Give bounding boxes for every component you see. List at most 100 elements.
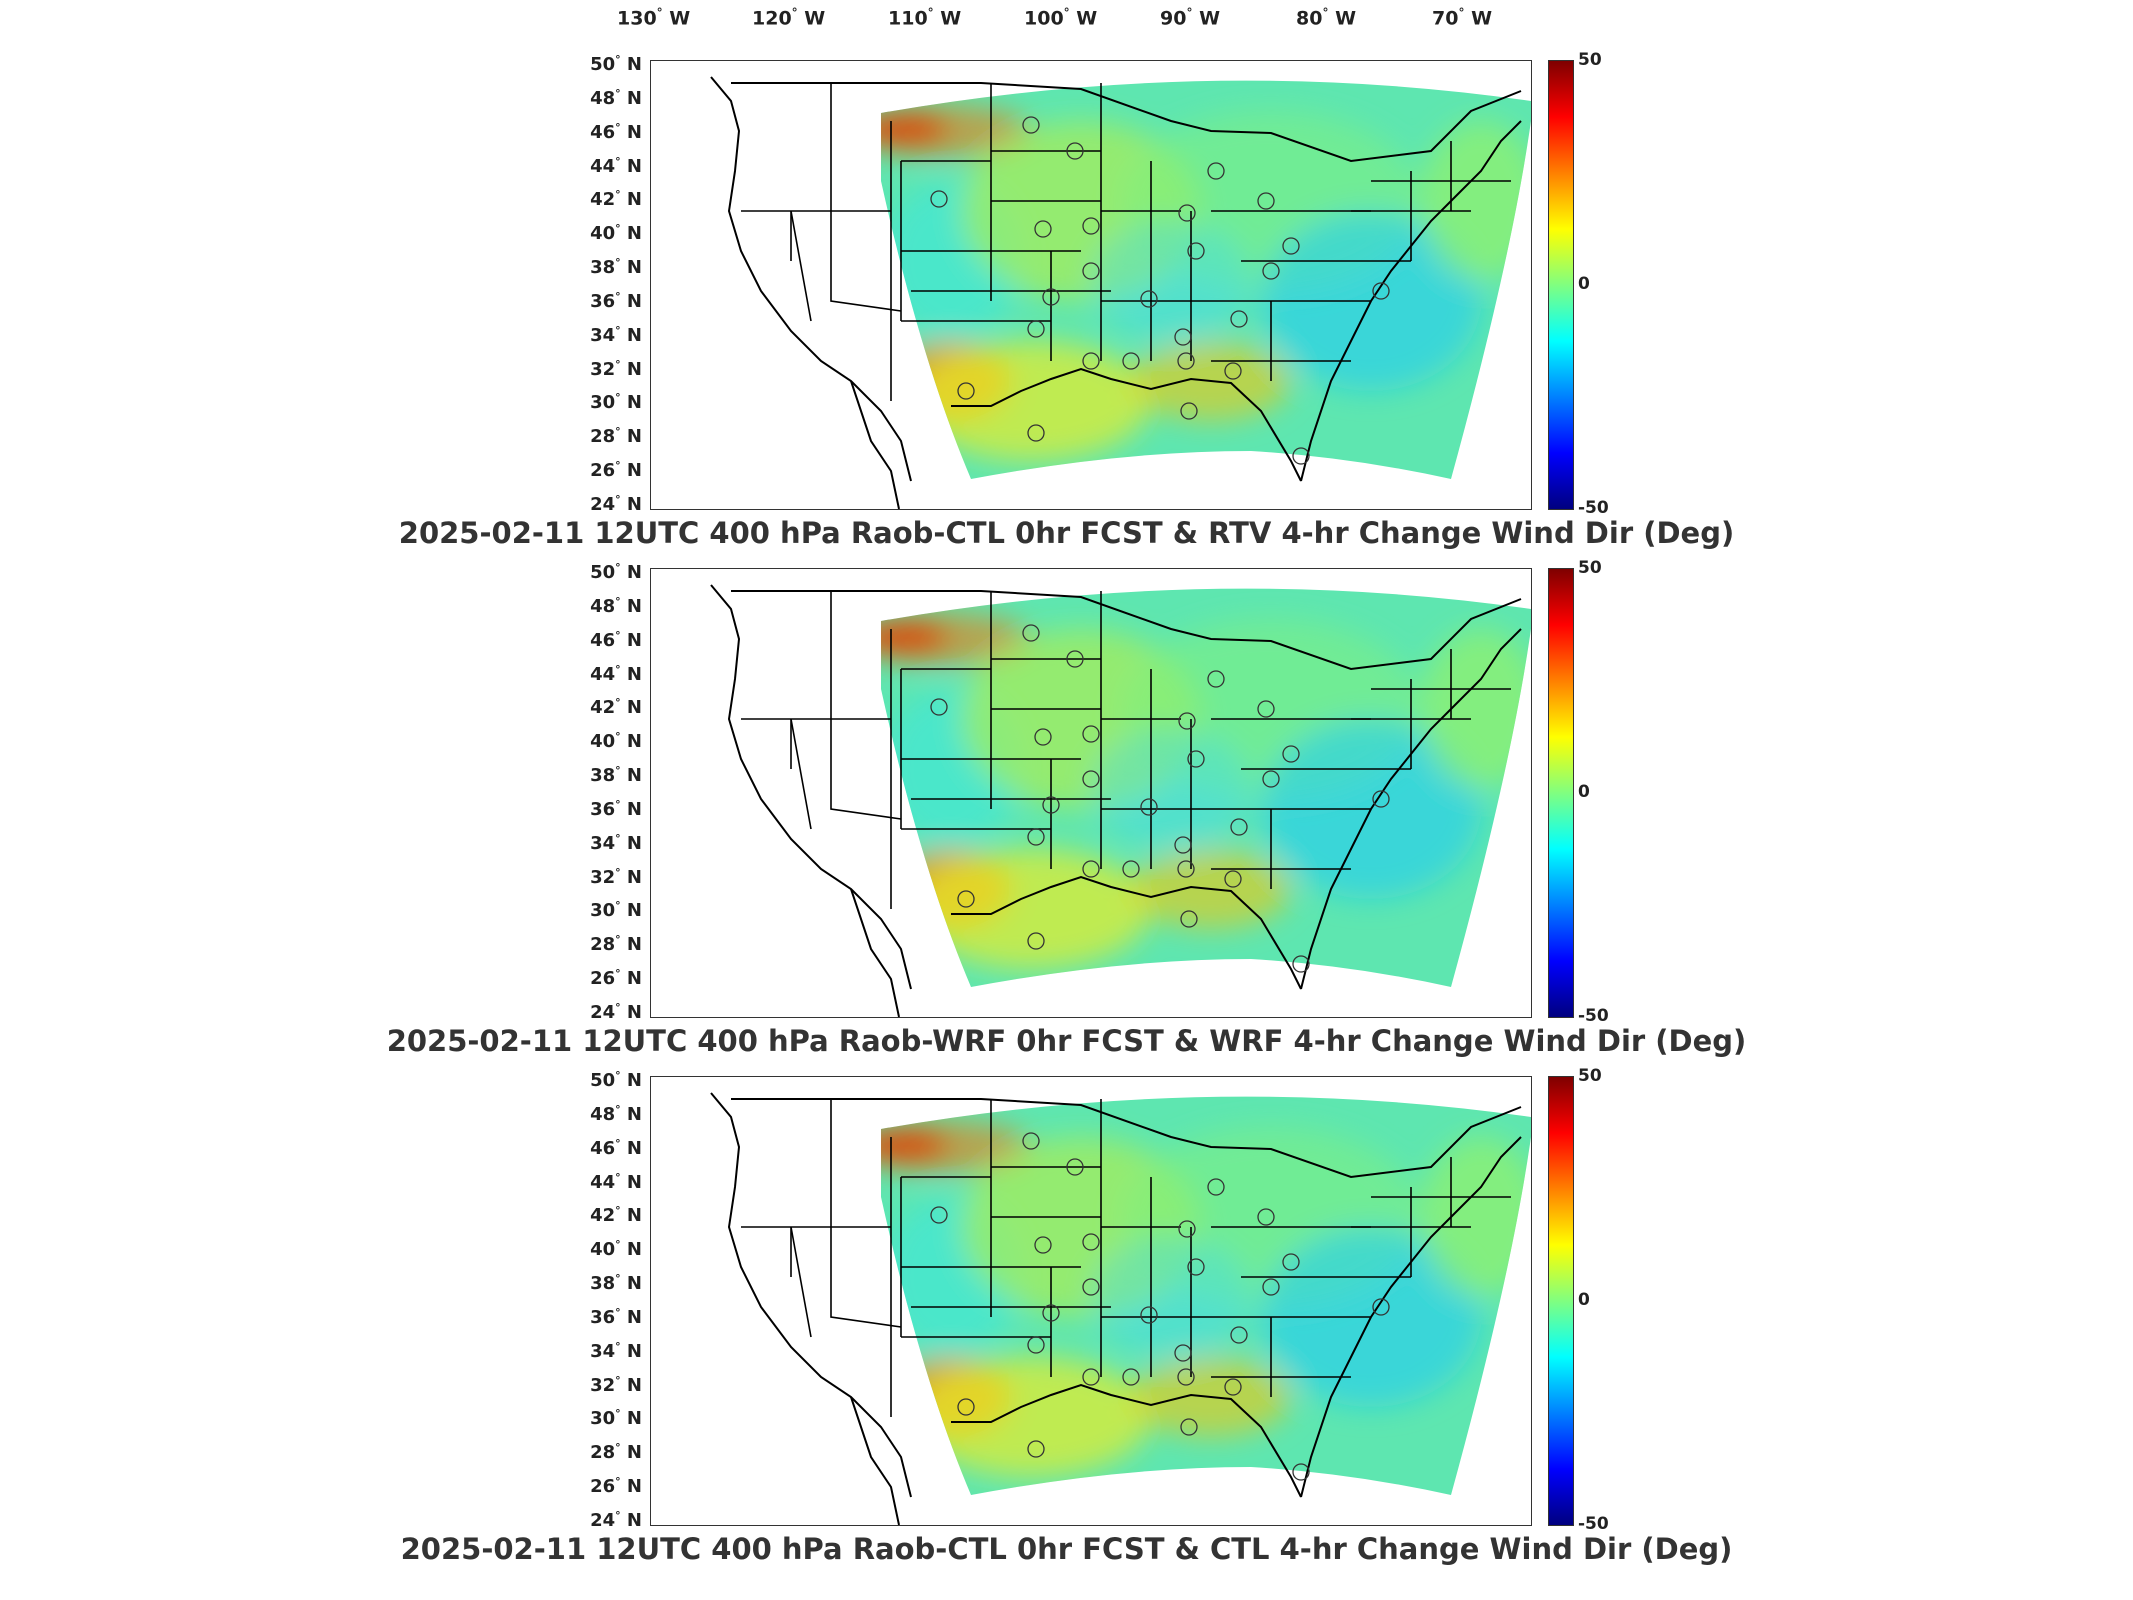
state-border xyxy=(830,719,902,820)
raob-station-marker xyxy=(1207,670,1225,688)
latitude-label-38n: 38° N xyxy=(590,1272,642,1295)
latitude-label-44n: 44° N xyxy=(590,154,642,177)
raob-station-marker xyxy=(1034,728,1052,746)
raob-station-marker xyxy=(1180,910,1198,928)
latitude-label-30n: 30° N xyxy=(590,899,642,922)
raob-station-marker xyxy=(1257,1208,1275,1226)
coastline xyxy=(710,584,912,990)
state-border xyxy=(830,211,902,312)
longitude-label-80w: 80° W xyxy=(1296,6,1357,30)
coastline xyxy=(850,888,900,1017)
field-anomaly xyxy=(881,613,1031,665)
colorbar-min-label: -50 xyxy=(1578,1006,1609,1026)
raob-station-marker xyxy=(1230,818,1248,836)
raob-station-marker xyxy=(1140,290,1158,308)
raob-station-marker xyxy=(1207,162,1225,180)
raob-station-marker xyxy=(1282,237,1300,255)
latitude-label-48n: 48° N xyxy=(590,1102,642,1125)
latitude-label-42n: 42° N xyxy=(590,188,642,211)
coastline xyxy=(951,1383,1302,1498)
latitude-label-36n: 36° N xyxy=(590,797,642,820)
raob-station-marker xyxy=(1082,262,1100,280)
raob-station-marker xyxy=(1262,1278,1280,1296)
latitude-label-26n: 26° N xyxy=(590,459,642,482)
latitude-label-46n: 46° N xyxy=(590,628,642,651)
field-anomaly xyxy=(911,849,1151,969)
field-anomaly xyxy=(1091,729,1251,849)
field-anomaly xyxy=(1091,1237,1251,1357)
raob-station-marker xyxy=(930,190,948,208)
latitude-label-34n: 34° N xyxy=(590,1339,642,1362)
raob-station-marker xyxy=(1034,1236,1052,1254)
coastline xyxy=(1300,120,1522,482)
longitude-label-130w: 130° W xyxy=(617,6,691,30)
colorbar-max-label: 50 xyxy=(1578,50,1602,70)
map-svg xyxy=(710,1092,1531,1525)
wind-direction-field xyxy=(881,1096,1531,1496)
latitude-label-42n: 42° N xyxy=(590,696,642,719)
longitude-label-90w: 90° W xyxy=(1160,6,1221,30)
panel-title: 2025-02-11 12UTC 400 hPa Raob-WRF 0hr FC… xyxy=(386,1024,1747,1058)
latitude-label-30n: 30° N xyxy=(590,1407,642,1430)
raob-station-marker xyxy=(1082,770,1100,788)
raob-station-marker xyxy=(1262,262,1280,280)
raob-station-marker xyxy=(1292,955,1310,973)
raob-station-marker xyxy=(1022,1132,1040,1150)
field-anomaly xyxy=(911,1357,1151,1477)
colorbar-mid-label: 0 xyxy=(1578,274,1590,294)
raob-station-marker xyxy=(1082,725,1100,743)
field-anomaly xyxy=(881,1121,1031,1173)
colorbar-mid-label: 0 xyxy=(1578,1290,1590,1310)
latitude-label-28n: 28° N xyxy=(590,425,642,448)
latitude-label-48n: 48° N xyxy=(590,86,642,109)
raob-station-marker xyxy=(1027,320,1045,338)
raob-station-marker xyxy=(1082,1368,1100,1386)
country-border xyxy=(731,82,1522,163)
raob-station-marker xyxy=(930,698,948,716)
latitude-label-24n: 24° N xyxy=(590,1001,642,1023)
latitude-label-26n: 26° N xyxy=(590,967,642,990)
latitude-label-30n: 30° N xyxy=(590,391,642,414)
raob-station-marker xyxy=(1230,310,1248,328)
raob-station-marker xyxy=(1027,1440,1045,1458)
colorbar-mid-label: 0 xyxy=(1578,782,1590,802)
field-anomaly xyxy=(1091,221,1251,341)
raob-station-marker xyxy=(1282,745,1300,763)
raob-station-marker xyxy=(1187,1258,1205,1276)
coastline xyxy=(1300,628,1522,990)
raob-station-marker xyxy=(1372,282,1390,300)
raob-station-marker xyxy=(1262,770,1280,788)
raob-station-marker xyxy=(1177,352,1195,370)
country-border xyxy=(731,1098,1522,1179)
raob-station-marker xyxy=(1177,860,1195,878)
raob-station-marker xyxy=(1027,424,1045,442)
raob-station-marker xyxy=(1207,1178,1225,1196)
coastline xyxy=(951,367,1302,482)
map-plot xyxy=(650,1076,1532,1526)
latitude-label-46n: 46° N xyxy=(590,1136,642,1159)
raob-station-marker xyxy=(1027,828,1045,846)
raob-station-marker xyxy=(1066,650,1084,668)
raob-station-marker xyxy=(1230,1326,1248,1344)
colorbar xyxy=(1548,60,1574,510)
raob-station-marker xyxy=(1066,142,1084,160)
latitude-label-42n: 42° N xyxy=(590,1204,642,1227)
latitude-label-40n: 40° N xyxy=(590,222,642,245)
latitude-label-24n: 24° N xyxy=(590,1509,642,1531)
country-border xyxy=(731,590,1522,671)
longitude-label-110w: 110° W xyxy=(888,6,962,30)
coastline xyxy=(850,380,900,509)
raob-station-marker xyxy=(1174,836,1192,854)
latitude-label-24n: 24° N xyxy=(590,493,642,515)
raob-station-marker xyxy=(1292,1463,1310,1481)
raob-station-marker xyxy=(1022,116,1040,134)
latitude-label-34n: 34° N xyxy=(590,831,642,854)
latitude-label-32n: 32° N xyxy=(590,865,642,888)
raob-station-marker xyxy=(1178,1220,1196,1238)
coastline xyxy=(850,1396,900,1525)
raob-station-marker xyxy=(1224,1378,1242,1396)
raob-station-marker xyxy=(1122,1368,1140,1386)
boundaries xyxy=(710,1092,1522,1525)
latitude-label-32n: 32° N xyxy=(590,1373,642,1396)
